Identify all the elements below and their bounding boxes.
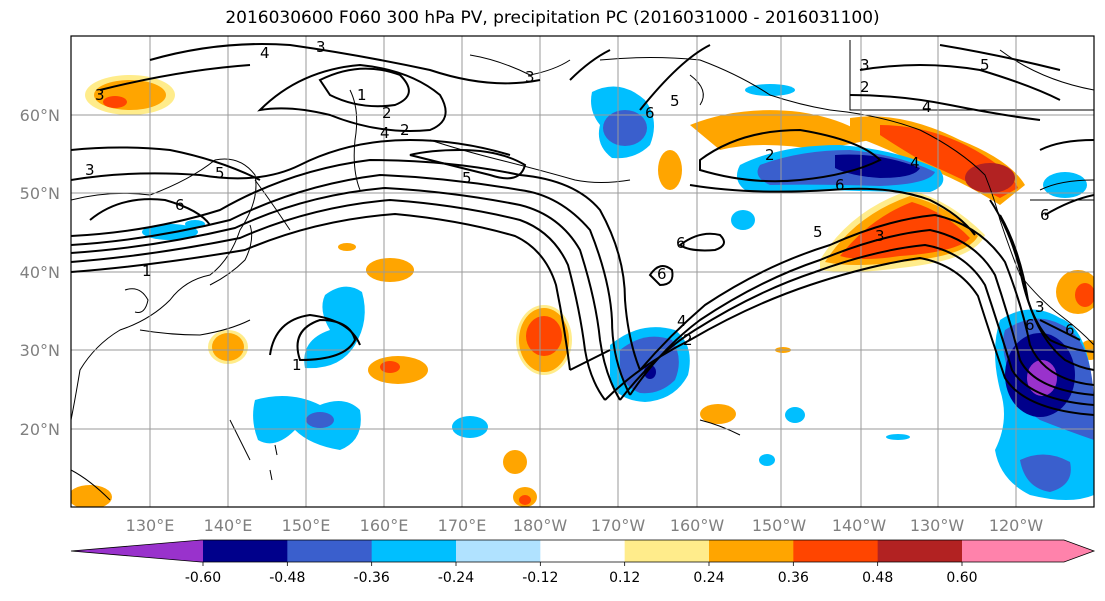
contour-label: 6 — [175, 196, 185, 214]
lon-tick-label: 150°W — [752, 516, 807, 535]
colorbar-tick-label: 0.36 — [778, 570, 809, 586]
colorbar-bin — [371, 540, 457, 562]
gridlines — [71, 36, 1094, 507]
lon-tick-label: 130°E — [126, 516, 175, 535]
colorbar-bin — [709, 540, 794, 562]
colorbar-bin — [877, 540, 963, 562]
contour-label: 3 — [1035, 298, 1045, 316]
contour-label: 4 — [910, 154, 920, 172]
contour-label: 4 — [380, 124, 390, 142]
lat-tick-label: 60°N — [20, 106, 60, 125]
colorbar-tick-label: -0.36 — [354, 570, 390, 586]
colorbar-bin — [962, 540, 1094, 562]
colorbar-tick-label: -0.60 — [185, 570, 221, 586]
colorbar-tick-label: -0.24 — [438, 570, 474, 586]
contour-label: 6 — [835, 176, 845, 194]
lon-tick-label: 160°E — [360, 516, 409, 535]
map-plot-area: 4 3 3 1 2 4 5 5 6 1 3 2 6 3 6 5 6 6 4 2 … — [71, 36, 1094, 507]
colorbar-bin — [287, 540, 373, 562]
lat-tick-label: 40°N — [20, 263, 60, 282]
contour-label: 3 — [860, 56, 870, 74]
contour-label: 3 — [875, 227, 885, 245]
lon-tick-label: 180°W — [513, 516, 568, 535]
colorbar-tick-label: -0.12 — [522, 570, 558, 586]
colorbar-outline — [70, 539, 1096, 563]
contour-label: 6 — [645, 104, 655, 122]
colorbar: -0.60 -0.48 -0.36 -0.24 -0.12 0.12 0.24 0.36 0.4… — [70, 539, 1096, 586]
contour-label: 3 — [316, 38, 326, 56]
lat-tick-label: 20°N — [20, 420, 60, 439]
colorbar-bin — [540, 540, 626, 562]
lon-tick-label: 140°W — [832, 516, 887, 535]
map-frame — [70, 35, 1095, 508]
contour-label: 5 — [670, 92, 680, 110]
colorbar-tick-label: 0.48 — [862, 570, 893, 586]
colorbar-bin — [456, 540, 541, 562]
colorbar-tick-label: 0.12 — [609, 570, 640, 586]
contour-label: 6 — [1065, 321, 1075, 339]
colorbar-bin — [71, 540, 203, 562]
coastlines — [71, 40, 1094, 501]
lon-tick-label: 170°W — [591, 516, 646, 535]
colorbar-tick-label: 0.24 — [693, 570, 724, 586]
colorbar-bin — [793, 540, 879, 562]
contour-label: 5 — [980, 56, 990, 74]
lon-tick-label: 130°W — [910, 516, 965, 535]
contour-label: 4 — [922, 98, 932, 116]
lon-tick-labels: 130°E 140°E 150°E 160°E 170°E 180°W 170°… — [126, 516, 1044, 535]
contour-label: 5 — [462, 169, 472, 187]
colorbar-tick-label: -0.48 — [269, 570, 305, 586]
contour-label: 6 — [1040, 206, 1050, 224]
lon-tick-label: 160°W — [670, 516, 725, 535]
contour-label: 6 — [676, 234, 686, 252]
contour-label: 2 — [400, 121, 410, 139]
lat-tick-label: 30°N — [20, 341, 60, 360]
colorbar-bin — [624, 540, 710, 562]
contour-label: 5 — [813, 223, 823, 241]
contour-label: 4 — [677, 312, 687, 330]
contour-label: 4 — [260, 44, 270, 62]
lon-tick-label: 120°W — [989, 516, 1044, 535]
colorbar-bin — [203, 540, 288, 562]
contour-labels: 4 3 3 1 2 4 5 5 6 1 3 2 6 3 6 5 6 6 4 2 … — [85, 38, 1075, 374]
contour-label: 3 — [525, 68, 535, 86]
contour-label: 6 — [657, 265, 667, 283]
contour-label: 1 — [292, 356, 302, 374]
contour-label: 3 — [95, 86, 105, 104]
contour-label: 1 — [357, 86, 367, 104]
contour-label: 2 — [765, 146, 775, 164]
lat-tick-labels: 60°N 50°N 40°N 30°N 20°N — [20, 106, 60, 439]
contour-label: 2 — [382, 104, 392, 122]
contour-label: 2 — [860, 78, 870, 96]
contour-label: 5 — [215, 164, 225, 182]
contour-label: 3 — [85, 161, 95, 179]
colorbar-tick-label: 0.60 — [946, 570, 977, 586]
lat-tick-label: 50°N — [20, 184, 60, 203]
lon-tick-label: 150°E — [282, 516, 331, 535]
pv-contours — [71, 43, 1094, 416]
lon-tick-label: 170°E — [438, 516, 487, 535]
contour-label: 1 — [142, 262, 152, 280]
contour-label: 6 — [1025, 316, 1035, 334]
lon-tick-label: 140°E — [204, 516, 253, 535]
map-title: 2016030600 F060 300 hPa PV, precipitatio… — [225, 8, 880, 28]
contour-label: 2 — [683, 331, 693, 349]
